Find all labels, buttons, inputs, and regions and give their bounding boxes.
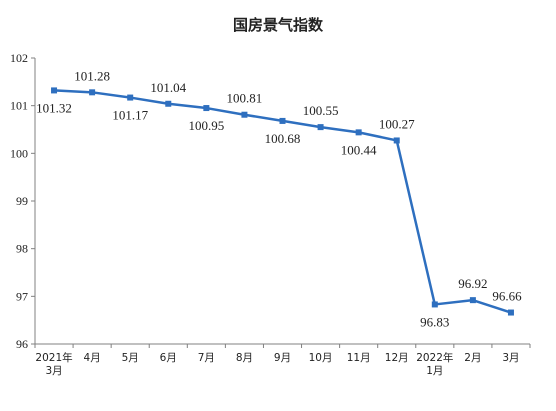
data-point <box>203 105 210 112</box>
data-point <box>355 129 362 136</box>
x-tick-label: 10月 <box>309 352 333 364</box>
y-tick-label: 100 <box>10 146 28 160</box>
data-label: 100.68 <box>265 131 301 146</box>
x-tick-label: 9月 <box>274 352 291 364</box>
x-tick-label: 12月 <box>385 352 409 364</box>
data-label: 100.27 <box>379 116 415 131</box>
y-tick-label: 102 <box>10 51 28 65</box>
data-label: 100.95 <box>188 118 224 133</box>
x-tick-label: 5月 <box>122 352 139 364</box>
x-tick-label: 2021年 3月 <box>35 351 72 377</box>
x-tick-label: 7月 <box>198 352 215 364</box>
data-label: 96.83 <box>420 314 449 329</box>
y-tick-label: 101 <box>10 99 28 113</box>
data-label: 96.66 <box>492 289 522 304</box>
x-tick-label: 2022年 1月 <box>416 351 453 377</box>
data-point <box>51 87 58 94</box>
y-tick-label: 99 <box>16 194 28 208</box>
chart-title: 国房景气指数 <box>232 16 323 34</box>
x-tick-label: 3月 <box>502 352 519 364</box>
data-label: 101.17 <box>112 108 148 123</box>
data-point <box>393 137 400 144</box>
data-label: 101.32 <box>36 100 72 115</box>
data-point <box>431 301 438 308</box>
y-tick-label: 97 <box>16 289 28 303</box>
x-tick-label: 6月 <box>160 352 177 364</box>
data-point <box>317 124 324 131</box>
x-tick-label: 4月 <box>84 352 101 364</box>
y-tick-label: 96 <box>16 337 28 351</box>
x-tick-label: 11月 <box>347 352 371 364</box>
data-point <box>241 111 248 118</box>
data-label: 100.55 <box>303 103 339 118</box>
data-label: 101.28 <box>74 68 110 83</box>
data-point <box>165 100 172 107</box>
data-point <box>469 297 476 304</box>
data-label: 101.04 <box>150 80 186 95</box>
data-point <box>279 117 286 124</box>
data-label: 100.81 <box>227 91 263 106</box>
data-label: 100.44 <box>341 142 377 157</box>
x-tick-label: 8月 <box>236 352 253 364</box>
x-tick-label: 2月 <box>464 352 481 364</box>
y-tick-label: 98 <box>16 242 28 256</box>
data-point <box>507 309 514 316</box>
data-point <box>89 89 96 96</box>
data-label: 96.92 <box>458 276 487 291</box>
data-point <box>127 94 134 101</box>
